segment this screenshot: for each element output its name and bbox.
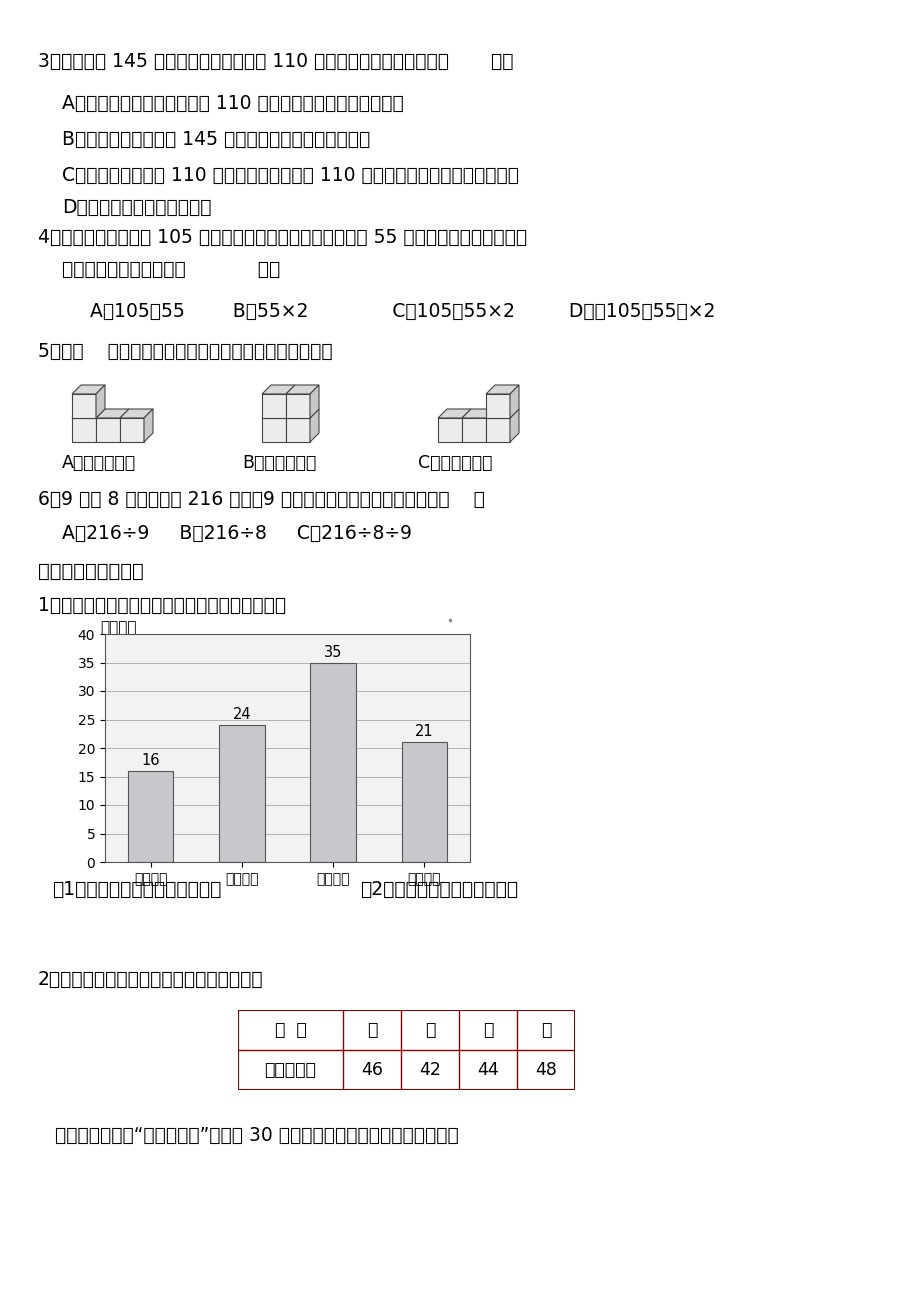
Polygon shape xyxy=(262,409,295,418)
Text: C．河中有的地方比 110 厘米深，有的地方比 110 厘米浅，所以小明可能有危险。: C．河中有的地方比 110 厘米深，有的地方比 110 厘米浅，所以小明可能有危… xyxy=(62,165,518,185)
Polygon shape xyxy=(144,409,153,441)
Text: 2．光明小学四年级各班各有学生人数如下：: 2．光明小学四年级各班各有学生人数如下： xyxy=(38,970,264,990)
Polygon shape xyxy=(509,409,518,441)
Polygon shape xyxy=(72,385,105,395)
Text: 四、解决实际问题。: 四、解决实际问题。 xyxy=(38,562,143,581)
Text: 3．小明身高 145 厘米，河水平均深度是 110 厘米，下列说法合理的是（       ）。: 3．小明身高 145 厘米，河水平均深度是 110 厘米，下列说法合理的是（ ）… xyxy=(38,52,513,72)
Text: 1．下图是小刚家去年各季度用水量情况统计图：: 1．下图是小刚家去年各季度用水量情况统计图： xyxy=(38,596,286,615)
Text: 44: 44 xyxy=(477,1061,498,1079)
Text: 四: 四 xyxy=(540,1021,550,1039)
Polygon shape xyxy=(262,418,286,441)
Polygon shape xyxy=(437,418,461,441)
Polygon shape xyxy=(310,385,319,418)
Polygon shape xyxy=(286,395,310,418)
Text: 二: 二 xyxy=(425,1021,435,1039)
Text: B．上面和右面: B．上面和右面 xyxy=(242,454,316,473)
Text: 35: 35 xyxy=(323,644,342,660)
Polygon shape xyxy=(72,395,96,418)
Polygon shape xyxy=(119,409,153,418)
Text: A．河中每个地方的深度都是 110 厘米，所以小明不会有危险。: A．河中每个地方的深度都是 110 厘米，所以小明不会有危险。 xyxy=(62,94,403,113)
Text: A．上面和前面: A．上面和前面 xyxy=(62,454,136,473)
Polygon shape xyxy=(485,418,509,441)
Text: 42: 42 xyxy=(419,1061,440,1079)
Polygon shape xyxy=(72,418,96,441)
Bar xyxy=(310,663,356,862)
Text: 6．9 只羊 8 天一共产奶 216 千克，9 只羊每天产奶多少千克？算式是（    ）: 6．9 只羊 8 天一共产奶 216 千克，9 只羊每天产奶多少千克？算式是（ … xyxy=(38,490,484,509)
Text: （1）平均每个季度用水多少吨？: （1）平均每个季度用水多少吨？ xyxy=(52,880,221,898)
Polygon shape xyxy=(485,385,518,395)
Polygon shape xyxy=(509,385,518,418)
Polygon shape xyxy=(72,409,105,418)
Polygon shape xyxy=(119,418,144,441)
Text: 16: 16 xyxy=(142,753,160,768)
Bar xyxy=(219,725,265,862)
Text: D．无论怎样都不会有危险。: D．无论怎样都不会有危险。 xyxy=(62,198,211,217)
Text: 班  级: 班 级 xyxy=(275,1021,306,1039)
Text: 一: 一 xyxy=(367,1021,377,1039)
Polygon shape xyxy=(286,418,310,441)
Polygon shape xyxy=(96,418,119,441)
Polygon shape xyxy=(262,395,286,418)
Polygon shape xyxy=(96,385,105,418)
Text: 21: 21 xyxy=(414,724,433,740)
Text: 48: 48 xyxy=(535,1061,556,1079)
Polygon shape xyxy=(461,418,485,441)
Text: A．105－55        B．55×2              C．105－55×2         D．（105－55）×2: A．105－55 B．55×2 C．105－55×2 D．（105－55）×2 xyxy=(90,302,715,322)
Polygon shape xyxy=(96,409,129,418)
Polygon shape xyxy=(286,409,319,418)
Text: 人数（人）: 人数（人） xyxy=(265,1061,316,1079)
Polygon shape xyxy=(485,409,518,418)
Text: A、216÷9     B、216÷8     C、216÷8÷9: A、216÷9 B、216÷8 C、216÷8÷9 xyxy=(62,523,412,543)
Text: 46: 46 xyxy=(360,1061,382,1079)
Text: 单位：吨: 单位：吨 xyxy=(100,620,136,635)
Bar xyxy=(128,771,174,862)
Text: 24: 24 xyxy=(233,707,251,723)
Polygon shape xyxy=(310,409,319,441)
Bar xyxy=(401,742,447,862)
Text: C．右面和前面: C．右面和前面 xyxy=(417,454,492,473)
Text: 5．从（    ）面看下面这三个物体的形状是完全相同的。: 5．从（ ）面看下面这三个物体的形状是完全相同的。 xyxy=(38,342,333,361)
Text: 三: 三 xyxy=(482,1021,493,1039)
Text: （2）平均每个月用水多少吨？: （2）平均每个月用水多少吨？ xyxy=(359,880,517,898)
Text: B．河水的深度不超过 145 厘米，所以小明不会有危险。: B．河水的深度不超过 145 厘米，所以小明不会有危险。 xyxy=(62,130,369,148)
Text: 4．一筐苹果，连筐重 105 千克，恰好卖掉一半后，连筐还重 55 千克。这筐苹果净重多少: 4．一筐苹果，连筐重 105 千克，恰好卖掉一半后，连筐还重 55 千克。这筐苹… xyxy=(38,228,527,247)
Polygon shape xyxy=(485,395,509,418)
Text: 千克？正确的算式是：（            ）。: 千克？正确的算式是：（ ）。 xyxy=(62,260,280,279)
Polygon shape xyxy=(286,385,319,395)
Polygon shape xyxy=(461,409,494,418)
Text: 这些学生在参观“科技展览馆”时，每 30 人一批进馆，一共需要分几批进馆？: 这些学生在参观“科技展览馆”时，每 30 人一批进馆，一共需要分几批进馆？ xyxy=(55,1126,459,1144)
Polygon shape xyxy=(262,385,295,395)
Polygon shape xyxy=(437,409,471,418)
